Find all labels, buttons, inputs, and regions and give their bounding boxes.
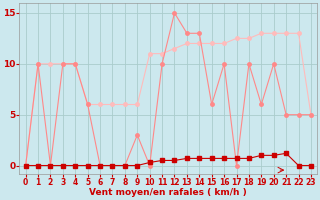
- X-axis label: Vent moyen/en rafales ( km/h ): Vent moyen/en rafales ( km/h ): [89, 188, 247, 197]
